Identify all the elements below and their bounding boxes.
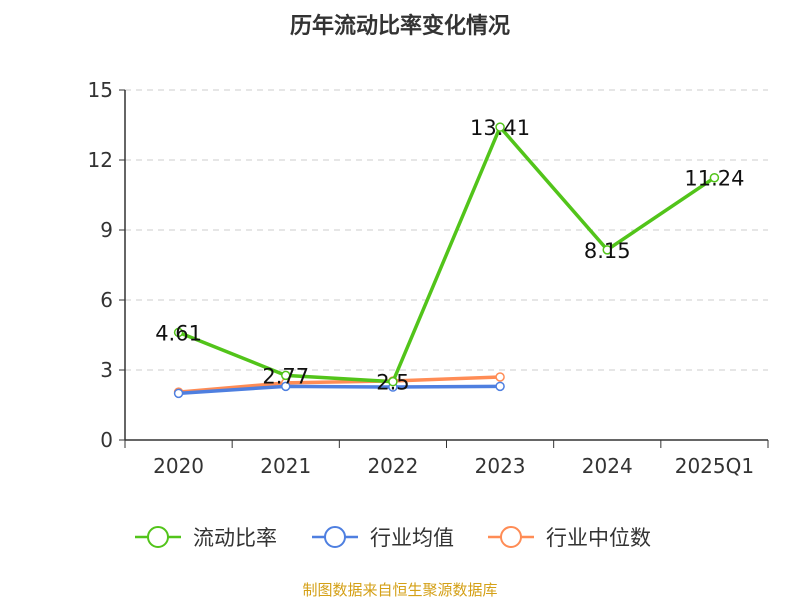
legend-label: 行业均值 <box>370 526 454 550</box>
data-label: 13.41 <box>470 116 530 140</box>
legend-label: 行业中位数 <box>546 526 651 550</box>
data-point <box>281 381 291 392</box>
series-line <box>178 375 501 394</box>
series-line <box>178 384 501 396</box>
data-point <box>173 327 184 338</box>
data-label: 8.15 <box>584 239 631 263</box>
data-label: 4.61 <box>155 321 202 345</box>
x-tick-label: 2022 <box>367 454 418 478</box>
source-note: 制图数据来自恒生聚源数据库 <box>302 581 497 599</box>
x-tick-label: 2025Q1 <box>675 454 754 478</box>
legend-marker-icon <box>324 526 346 548</box>
legend-marker-icon <box>500 526 522 548</box>
data-point <box>281 370 291 381</box>
chart-title: 历年流动比率变化情况 <box>290 13 510 39</box>
y-tick-label: 12 <box>88 148 113 172</box>
y-tick-label: 3 <box>100 358 113 382</box>
legend-item[interactable]: 流动比率 <box>135 526 277 550</box>
data-point <box>495 381 505 392</box>
legend-label: 流动比率 <box>193 526 277 550</box>
x-tick-label: 2024 <box>582 454 633 478</box>
y-tick-label: 9 <box>100 218 113 242</box>
series-line <box>177 123 716 384</box>
x-tick-label: 2020 <box>153 454 204 478</box>
data-point <box>602 245 612 255</box>
legend-marker-icon <box>147 526 169 548</box>
data-point <box>709 172 720 183</box>
x-tick-label: 2023 <box>475 454 526 478</box>
data-label: 2.77 <box>262 364 309 388</box>
y-tick-label: 0 <box>100 428 113 452</box>
y-tick-label: 15 <box>88 78 113 102</box>
data-point <box>173 388 184 399</box>
data-label: 11.24 <box>684 167 744 191</box>
legend-item[interactable]: 行业均值 <box>312 526 454 550</box>
x-tick-label: 2021 <box>260 454 311 478</box>
legend-item[interactable]: 行业中位数 <box>488 526 651 550</box>
y-tick-label: 6 <box>100 288 113 312</box>
data-point <box>495 372 505 382</box>
data-point <box>495 122 505 132</box>
data-label: 2.5 <box>376 371 409 395</box>
data-point <box>388 376 398 387</box>
